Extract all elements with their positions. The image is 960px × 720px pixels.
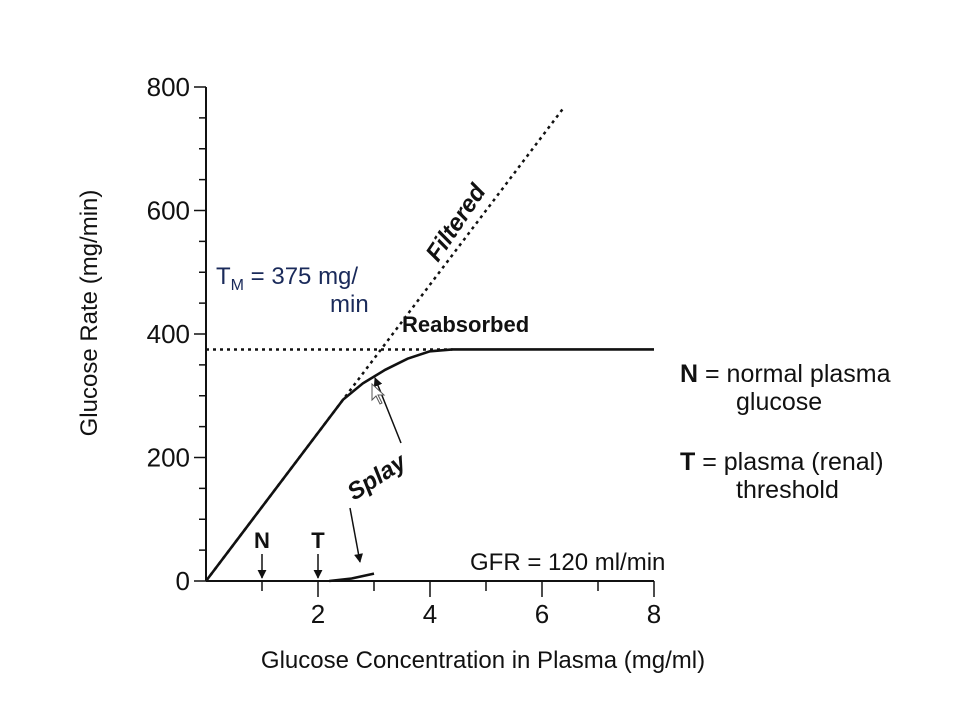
- series-group: [204, 106, 654, 583]
- y-tick-label: 600: [147, 196, 190, 226]
- legend-t-text-2: threshold: [736, 476, 839, 504]
- x-tick-label: 6: [535, 599, 549, 629]
- series-reabsorbed-line: [204, 348, 654, 582]
- filtered-label: Filtered: [421, 178, 493, 266]
- y-tick-label: 800: [147, 72, 190, 102]
- y-tick-label: 0: [176, 566, 190, 596]
- y-tick-label: 400: [147, 319, 190, 349]
- x-tick-label: 4: [423, 599, 437, 629]
- x-tick-label: 8: [647, 599, 661, 629]
- x-axis-label: Glucose Concentration in Plasma (mg/ml): [261, 647, 705, 674]
- legend-t-key: T: [680, 448, 696, 476]
- legend-n-text-2: glucose: [736, 388, 823, 416]
- n-marker-label: N: [254, 528, 270, 553]
- axes: 0 200 400 600 800 2 4 6 8: [147, 72, 662, 629]
- legend-t: T = plasma (renal) threshold: [680, 448, 884, 504]
- splay-arrow-down: [349, 507, 363, 563]
- legend-n-key: N: [680, 360, 699, 388]
- splay-label: Splay: [343, 448, 413, 506]
- y-axis-label: Glucose Rate (mg/min): [76, 190, 103, 437]
- tm-label-line1: TM = 375 mg/: [216, 263, 358, 294]
- reabsorbed-label: Reabsorbed: [402, 312, 529, 337]
- t-marker-label: T: [311, 528, 325, 553]
- annotations-group: Filtered Reabsorbed TM = 375 mg/min Splay GF…: [216, 178, 665, 579]
- x-tick-label: 2: [311, 599, 325, 629]
- legend-n-text-1: = normal plasma: [698, 360, 891, 388]
- tm-label-line2: min: [330, 291, 369, 318]
- cursor-icon: [371, 382, 386, 405]
- gfr-label: GFR = 120 ml/min: [470, 549, 665, 576]
- splay-arrow-up: [373, 377, 402, 444]
- legend-n: N = normal plasma glucose: [680, 360, 891, 416]
- series-excreted-line: [329, 572, 375, 583]
- legend-t-text-1: = plasma (renal): [695, 448, 884, 476]
- y-tick-label: 200: [147, 443, 190, 473]
